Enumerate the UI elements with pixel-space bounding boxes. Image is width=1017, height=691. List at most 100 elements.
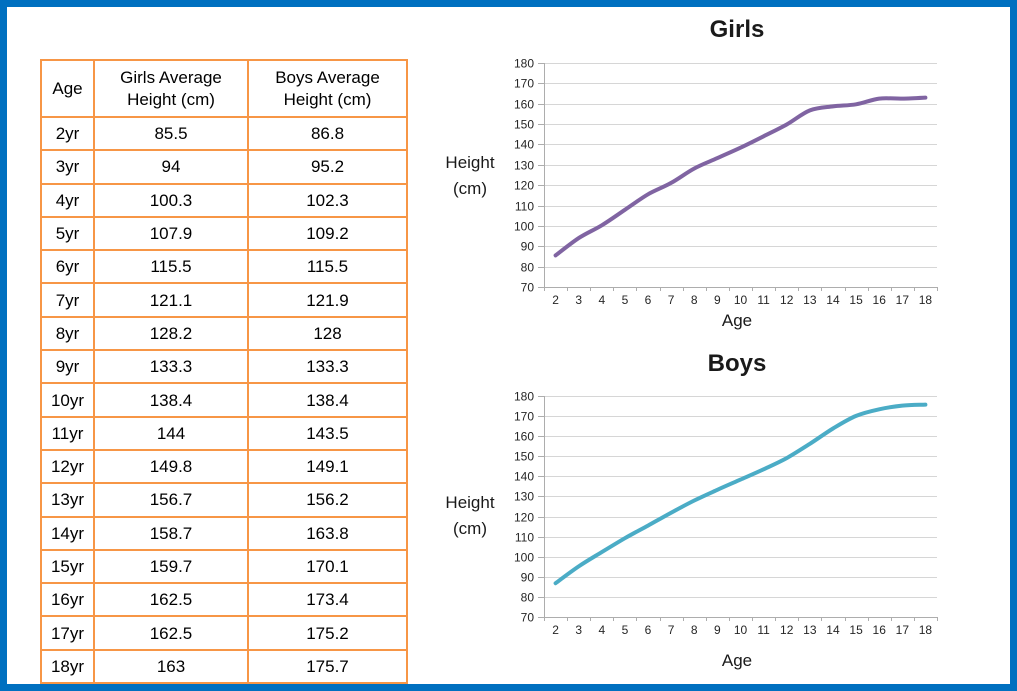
y-tick-label: 90 (521, 240, 535, 254)
x-tick-label: 12 (780, 623, 794, 637)
age-cell: 13yr (40, 482, 95, 518)
table-row: 5yr 107.9 109.2 (40, 215, 408, 252)
table-row: 17yr 162.5 175.2 (40, 615, 408, 651)
x-tick-label: 13 (803, 623, 817, 637)
x-tick-label: 12 (780, 293, 794, 307)
x-tick-label: 4 (598, 623, 605, 637)
x-tick-label: 10 (734, 293, 748, 307)
table-row: 4yr 100.3 102.3 (40, 182, 408, 218)
age-cell: 8yr (40, 315, 95, 352)
x-tick-label: 14 (826, 623, 840, 637)
age-cell: 15yr (40, 548, 95, 585)
age-cell: 16yr (40, 582, 95, 618)
x-tick-label: 9 (714, 293, 721, 307)
col-header-age: Age (40, 59, 95, 118)
x-tick-label: 11 (757, 623, 770, 637)
x-tick-label: 7 (668, 623, 675, 637)
girls-height-cell: 156.7 (93, 482, 249, 518)
x-tick-label: 3 (575, 623, 582, 637)
table-row: 6yr 115.5 115.5 (40, 249, 408, 285)
boys-height-cell: 156.2 (247, 482, 408, 518)
x-tick-label: 13 (803, 293, 817, 307)
y-tick-label: 170 (514, 77, 534, 91)
boys-height-cell: 102.3 (247, 182, 408, 218)
table-row: 12yr 149.8 149.1 (40, 448, 408, 485)
boys-y-axis-title: Height (cm) (445, 493, 495, 539)
x-tick-label: 15 (849, 293, 863, 307)
y-tick-label: 80 (521, 261, 535, 275)
girls-height-cell: 94 (93, 149, 249, 185)
y-tick-label: 100 (514, 220, 534, 234)
y-tick-label: 90 (521, 571, 535, 585)
boys-height-cell: 95.2 (247, 149, 408, 185)
x-tick-label: 3 (575, 293, 582, 307)
x-tick-label: 5 (622, 623, 629, 637)
age-cell: 10yr (40, 382, 95, 418)
girls-height-cell: 162.5 (93, 615, 249, 651)
girls-height-cell: 133.3 (93, 349, 249, 385)
x-tick-label: 5 (622, 293, 629, 307)
girls-height-cell: 100.3 (93, 182, 249, 218)
table-header-row: Age Girls Average Height (cm) Boys Avera… (40, 59, 408, 118)
boys-height-cell: 170.1 (247, 548, 408, 585)
boys-chart-title: Boys (707, 350, 767, 377)
age-cell: 5yr (40, 215, 95, 252)
boys-height-cell: 175.7 (247, 648, 408, 684)
table-row: 15yr 159.7 170.1 (40, 548, 408, 585)
x-tick-label: 2 (552, 293, 559, 307)
col-header-girls: Girls Average Height (cm) (93, 59, 249, 118)
y-tick-label: 150 (514, 118, 534, 132)
table-row: 9yr 133.3 133.3 (40, 349, 408, 385)
y-tick-label: 150 (514, 450, 534, 464)
x-tick-label: 6 (645, 293, 652, 307)
x-tick-label: 8 (691, 293, 698, 307)
x-tick-label: 16 (873, 623, 887, 637)
table-row: 2yr 85.5 86.8 (40, 115, 408, 152)
y-tick-label: 70 (521, 611, 535, 625)
y-tick-label: 80 (521, 591, 535, 605)
y-tick-label: 100 (514, 551, 534, 565)
boys-height-cell: 175.2 (247, 615, 408, 651)
y-tick-label: 160 (514, 98, 534, 112)
y-tick-label: 180 (514, 390, 534, 404)
girls-height-cell: 121.1 (93, 282, 249, 318)
x-tick-label: 14 (826, 293, 840, 307)
table-row: 18yr 163 175.7 (40, 648, 408, 684)
age-cell: 9yr (40, 349, 95, 385)
age-cell: 6yr (40, 249, 95, 285)
height-table: Age Girls Average Height (cm) Boys Avera… (40, 59, 408, 684)
table-row: 3yr 94 95.2 (40, 149, 408, 185)
girls-line-series (553, 95, 928, 258)
x-tick-label: 17 (896, 293, 910, 307)
x-tick-label: 18 (919, 623, 933, 637)
girls-height-cell: 149.8 (93, 448, 249, 485)
y-tick-label: 120 (514, 179, 534, 193)
age-cell: 14yr (40, 515, 95, 551)
boys-height-cell: 86.8 (247, 115, 408, 152)
boys-line-series (553, 402, 928, 586)
age-cell: 2yr (40, 115, 95, 152)
table-row: 7yr 121.1 121.9 (40, 282, 408, 318)
boys-height-cell: 173.4 (247, 582, 408, 618)
y-tick-label: 110 (515, 531, 534, 545)
girls-height-cell: 163 (93, 648, 249, 684)
boys-height-cell: 133.3 (247, 349, 408, 385)
girls-height-cell: 115.5 (93, 249, 249, 285)
y-tick-label: 130 (514, 159, 534, 173)
x-tick-label: 10 (734, 623, 748, 637)
girls-x-axis-title: Age (721, 311, 753, 330)
x-tick-label: 16 (873, 293, 887, 307)
girls-height-cell: 144 (93, 415, 249, 451)
girls-chart-title: Girls (709, 16, 765, 43)
age-cell: 17yr (40, 615, 95, 651)
girls-height-cell: 138.4 (93, 382, 249, 418)
girls-height-cell: 85.5 (93, 115, 249, 152)
x-tick-label: 18 (919, 293, 933, 307)
boys-height-cell: 138.4 (247, 382, 408, 418)
boys-height-cell: 149.1 (247, 448, 408, 485)
y-tick-label: 140 (514, 470, 534, 484)
x-tick-label: 8 (691, 623, 698, 637)
age-cell: 3yr (40, 149, 95, 185)
boys-height-cell: 109.2 (247, 215, 408, 252)
